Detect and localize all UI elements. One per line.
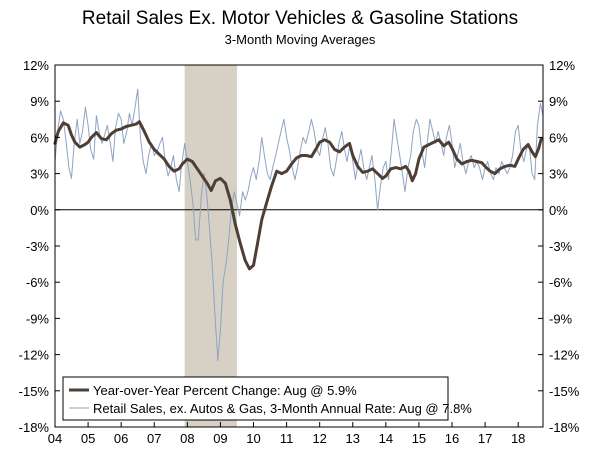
- y-tick-label-left: 3%: [30, 167, 49, 182]
- y-axis-left-labels: 12% 9% 6% 3% 0% -3% -6% -9% -12% -15% -18%: [19, 58, 50, 435]
- y-tick-label-right: 3%: [549, 167, 568, 182]
- legend-label: Retail Sales, ex. Autos & Gas, 3-Month A…: [93, 401, 472, 416]
- y-tick-label-right: 0%: [549, 203, 568, 218]
- y-tick-label-left: -3%: [26, 239, 50, 254]
- legend: Year-over-Year Percent Change: Aug @ 5.9…: [62, 376, 472, 421]
- x-tick-label: 18: [511, 431, 525, 446]
- x-axis-labels: 04 05 06 07 08 09 10 11 12 13 14 15 16 17 18: [48, 431, 526, 446]
- x-tick-label: 14: [379, 431, 393, 446]
- series-line-3m-annual-rate: [54, 88, 544, 362]
- y-tick-label-right: 9%: [549, 94, 568, 109]
- y-tick-label-left: -12%: [19, 348, 50, 363]
- y-tick-label-right: 12%: [549, 58, 575, 73]
- x-tick-label: 08: [180, 431, 194, 446]
- x-tick-label: 16: [445, 431, 459, 446]
- x-tick-label: 09: [213, 431, 227, 446]
- x-tick-label: 12: [312, 431, 326, 446]
- y-tick-label-left: 12%: [23, 58, 49, 73]
- x-tick-label: 15: [412, 431, 426, 446]
- legend-box: [62, 376, 449, 421]
- x-tick-label: 10: [246, 431, 260, 446]
- y-tick-label-right: -18%: [549, 420, 580, 435]
- y-tick-label-left: -15%: [19, 384, 50, 399]
- tick-marks-layer: [54, 64, 543, 428]
- y-tick-label-left: -6%: [26, 275, 50, 290]
- y-tick-label-right: 6%: [549, 130, 568, 145]
- x-tick-label: 06: [114, 431, 128, 446]
- y-tick-label-right: -12%: [549, 348, 580, 363]
- series-layer: [53, 88, 544, 362]
- x-tick-label: 17: [478, 431, 492, 446]
- y-tick-label-left: -18%: [19, 420, 50, 435]
- y-tick-label-right: -9%: [549, 311, 573, 326]
- y-tick-label-left: -9%: [26, 311, 50, 326]
- legend-label: Year-over-Year Percent Change: Aug @ 5.9…: [93, 383, 357, 398]
- y-axis-right-labels: 12% 9% 6% 3% 0% -3% -6% -9% -12% -15% -18%: [549, 58, 580, 435]
- x-tick-label: 04: [48, 431, 62, 446]
- y-tick-label-left: 0%: [30, 203, 49, 218]
- chart-title: Retail Sales Ex. Motor Vehicles & Gasoli…: [81, 8, 519, 29]
- y-tick-label-right: -6%: [549, 275, 573, 290]
- y-tick-label-right: -3%: [549, 239, 573, 254]
- chart-subtitle: 3-Month Moving Averages: [224, 32, 376, 47]
- y-tick-label-right: -15%: [549, 384, 580, 399]
- y-tick-label-left: 9%: [30, 94, 49, 109]
- x-tick-label: 13: [346, 431, 360, 446]
- y-tick-label-left: 6%: [30, 130, 49, 145]
- series-line-yoy: [53, 120, 543, 271]
- x-tick-label: 11: [280, 431, 294, 446]
- x-tick-label: 07: [147, 431, 161, 446]
- x-tick-label: 05: [81, 431, 95, 446]
